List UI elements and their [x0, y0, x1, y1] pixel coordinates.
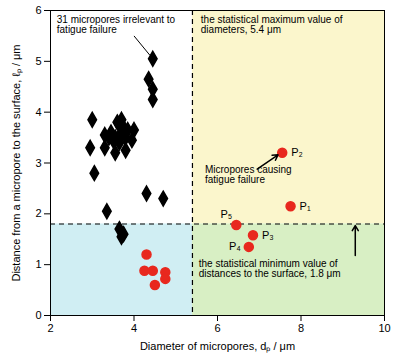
- svg-text:P₄: P₄: [229, 240, 241, 252]
- svg-text:P₅: P₅: [221, 208, 233, 220]
- svg-text:Distance from a micropore to t: Distance from a micropore to the surface…: [10, 44, 23, 281]
- svg-text:P₁: P₁: [300, 200, 311, 212]
- svg-text:4: 4: [131, 322, 137, 334]
- svg-text:P₃: P₃: [262, 229, 274, 241]
- svg-text:5: 5: [35, 55, 41, 67]
- svg-text:the statistical maximum value: the statistical maximum value ofdiameter…: [201, 14, 343, 35]
- svg-text:P₂: P₂: [291, 146, 303, 158]
- svg-text:0: 0: [35, 309, 41, 321]
- svg-text:1: 1: [35, 258, 41, 270]
- svg-text:Diameter of micropores, dₚ / μ: Diameter of micropores, dₚ / μm: [140, 340, 295, 353]
- svg-text:2: 2: [47, 322, 53, 334]
- svg-text:4: 4: [35, 106, 41, 118]
- svg-text:8: 8: [298, 322, 304, 334]
- svg-text:10: 10: [378, 322, 390, 334]
- svg-text:2: 2: [35, 207, 41, 219]
- svg-text:3: 3: [35, 157, 41, 169]
- svg-text:6: 6: [214, 322, 220, 334]
- svg-text:6: 6: [35, 4, 41, 16]
- svg-text:Micropores causingfatigue fail: Micropores causingfatigue failure: [205, 164, 292, 185]
- svg-text:31 micropores irrelevant tofat: 31 micropores irrelevant tofatigue failu…: [57, 14, 176, 35]
- svg-text:the statistical minimum value: the statistical minimum value ofdistance…: [199, 258, 341, 279]
